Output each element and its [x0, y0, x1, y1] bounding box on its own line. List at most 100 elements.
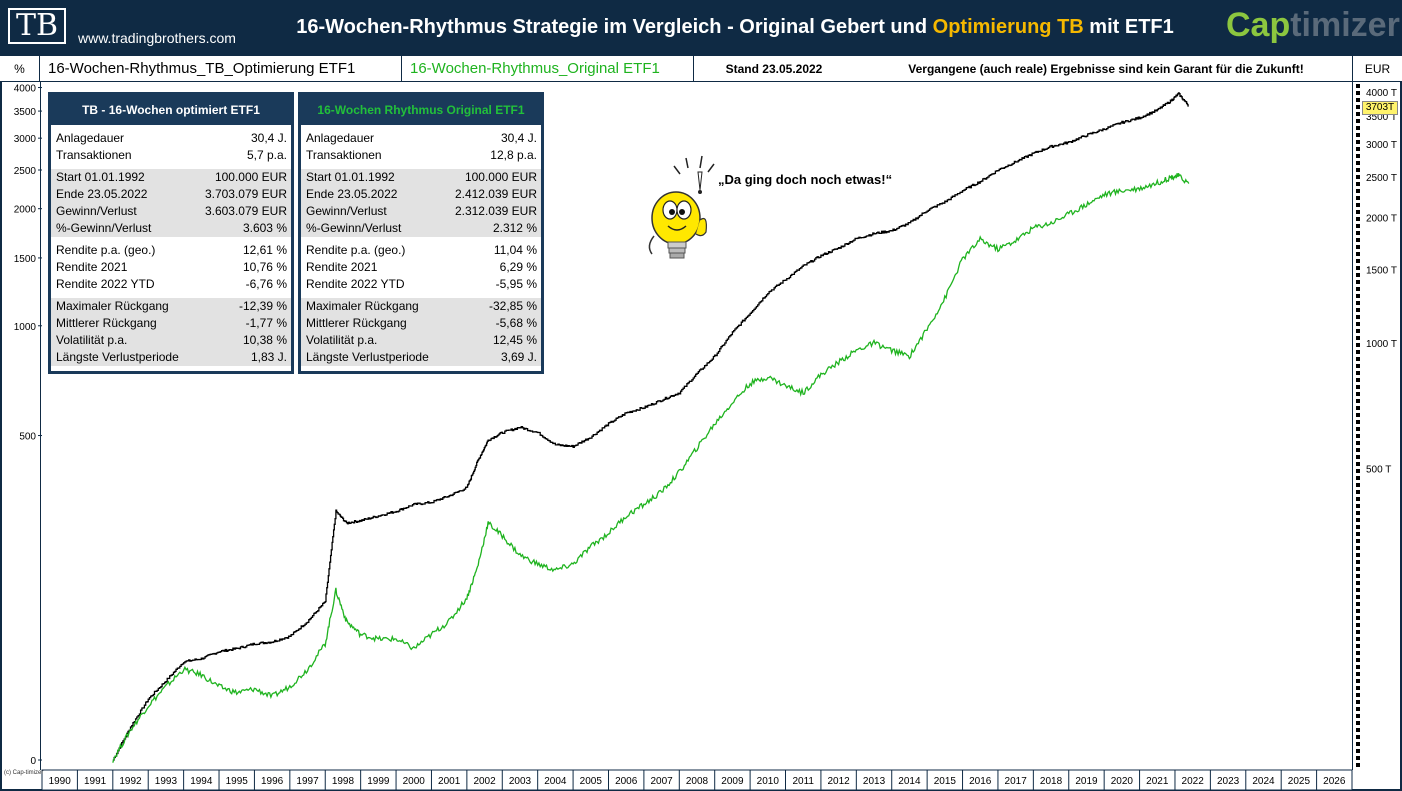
- stat-value: -6,76 %: [245, 277, 287, 291]
- x-axis-tick-label: 2019: [1075, 776, 1098, 787]
- stat-value: 1,83 J.: [250, 350, 287, 364]
- stat-row: Transaktionen 5,7 p.a.: [51, 147, 291, 164]
- x-axis-tick-label: 2013: [863, 776, 886, 787]
- stat-row: Maximaler Rückgang -32,85 %: [301, 298, 541, 315]
- stat-label: Ende 23.05.2022: [56, 187, 148, 201]
- stat-row: Maximaler Rückgang -12,39 %: [51, 298, 291, 315]
- stat-value: 5,7 p.a.: [246, 148, 287, 162]
- left-axis-tick-label: 500: [19, 432, 36, 443]
- x-axis-tick-label: 2023: [1217, 776, 1240, 787]
- stats-panel-original-rows: Anlagedauer 30,4 J. Transaktionen 12,8 p.a.…: [301, 130, 541, 366]
- x-axis-tick-label: 1997: [296, 776, 319, 787]
- title-highlight: Optimierung TB: [932, 16, 1084, 38]
- stat-row: Rendite 2022 YTD -5,95 %: [301, 276, 541, 293]
- stat-row: Mittlerer Rückgang -5,68 %: [301, 315, 541, 332]
- stat-row: Start 01.01.1992 100.000 EUR: [301, 169, 541, 186]
- x-axis-tick-label: 2022: [1182, 776, 1205, 787]
- title-part2: mit ETF1: [1083, 16, 1174, 38]
- stats-panel-tb-rows: Anlagedauer 30,4 J. Transaktionen 5,7 p.a. S…: [51, 130, 291, 366]
- x-axis-tick-label: 2000: [403, 776, 426, 787]
- x-axis-tick-label: 2001: [438, 776, 461, 787]
- x-axis-tick-label: 1992: [119, 776, 142, 787]
- left-axis-tick-label: 1000: [14, 322, 37, 333]
- stats-panel-tb-title: TB - 16-Wochen optimiert ETF1: [51, 95, 291, 125]
- stat-label: Rendite 2021: [56, 260, 128, 274]
- stat-row: Volatilität p.a. 10,38 %: [51, 332, 291, 349]
- x-axis-tick-label: 2008: [686, 776, 709, 787]
- stat-label: Gewinn/Verlust: [56, 204, 137, 218]
- stat-value: 100.000 EUR: [464, 170, 537, 184]
- stat-label: Mittlerer Rückgang: [56, 316, 157, 330]
- stat-value: -5,68 %: [495, 316, 537, 330]
- stat-label: Anlagedauer: [56, 131, 125, 145]
- right-axis-tick-label: 2000 T: [1366, 214, 1397, 225]
- stat-row: Rendite p.a. (geo.) 12,61 %: [51, 242, 291, 259]
- stat-row: Start 01.01.1992 100.000 EUR: [51, 169, 291, 186]
- stats-panel-original-title: 16-Wochen Rhythmus Original ETF1: [301, 95, 541, 125]
- x-axis-tick-label: 2011: [792, 776, 814, 787]
- stat-row: Volatilität p.a. 12,45 %: [301, 332, 541, 349]
- site-url[interactable]: www.tradingbrothers.com: [78, 30, 236, 46]
- x-axis-tick-label: 1996: [261, 776, 284, 787]
- stat-label: Längste Verlustperiode: [56, 350, 179, 364]
- left-axis-tick-label: 0: [30, 756, 36, 767]
- stat-value: 10,76 %: [242, 260, 287, 274]
- x-axis-tick-label: 1994: [190, 776, 213, 787]
- right-axis-tick-label: 1000 T: [1366, 339, 1397, 350]
- x-axis-tick-label: 2016: [969, 776, 992, 787]
- stat-label: Maximaler Rückgang: [56, 299, 169, 313]
- stat-row: Rendite p.a. (geo.) 11,04 %: [301, 242, 541, 259]
- x-axis-tick-label: 2024: [1252, 776, 1275, 787]
- right-axis-tick-label: 3500 T: [1366, 112, 1397, 123]
- disclaimer: Vergangene (auch reale) Ergebnisse sind …: [908, 62, 1304, 76]
- chart-plot: 0 500 1000 1500 2000 2500 3000 3500 4000 500 T 100…: [14, 84, 1397, 791]
- stat-row: Anlagedauer 30,4 J.: [301, 130, 541, 147]
- stat-row: Mittlerer Rückgang -1,77 %: [51, 315, 291, 332]
- stat-label: Start 01.01.1992: [306, 170, 395, 184]
- left-axis-tick-label: 2000: [14, 205, 37, 216]
- x-axis-tick-label: 2007: [650, 776, 673, 787]
- right-axis-unit: EUR: [1352, 56, 1402, 82]
- left-axis-tick-label: 4000: [14, 84, 37, 95]
- legend-entry-original[interactable]: 16-Wochen-Rhythmus_Original ETF1: [402, 56, 694, 82]
- right-axis-tick-label: 500 T: [1366, 465, 1391, 476]
- stat-label: Rendite 2021: [306, 260, 378, 274]
- x-axis-tick-label: 2021: [1146, 776, 1169, 787]
- stat-label: Start 01.01.1992: [56, 170, 145, 184]
- stat-value: 12,61 %: [242, 243, 287, 257]
- stat-value: 3.703.079 EUR: [204, 187, 287, 201]
- stat-value: 30,4 J.: [500, 131, 537, 145]
- x-axis-tick-label: 2005: [580, 776, 603, 787]
- stat-label: Anlagedauer: [306, 131, 375, 145]
- tb-logo: TB: [8, 8, 66, 44]
- stat-label: Rendite p.a. (geo.): [56, 243, 156, 257]
- right-axis-tick-label: 2500 T: [1366, 173, 1397, 184]
- stat-label: Mittlerer Rückgang: [306, 316, 407, 330]
- legend-entry-tb[interactable]: 16-Wochen-Rhythmus_TB_Optimierung ETF1: [40, 56, 402, 82]
- stat-label: Rendite 2022 YTD: [56, 277, 155, 291]
- series-line-tb: [112, 92, 1189, 761]
- left-axis-tick-label: 1500: [14, 254, 37, 265]
- title-part1: 16-Wochen-Rhythmus Strategie im Vergleic…: [296, 16, 933, 38]
- chart-title: 16-Wochen-Rhythmus Strategie im Vergleic…: [250, 16, 1220, 39]
- right-axis-line: [1352, 82, 1353, 770]
- stat-label: Rendite p.a. (geo.): [306, 243, 406, 257]
- stat-row: Ende 23.05.2022 2.412.039 EUR: [301, 186, 541, 203]
- x-axis-tick-label: 2002: [473, 776, 496, 787]
- x-axis-tick-label: 2026: [1323, 776, 1346, 787]
- stat-label: Volatilität p.a.: [306, 333, 378, 347]
- stat-label: Rendite 2022 YTD: [306, 277, 405, 291]
- x-axis-tick-label: 2009: [721, 776, 744, 787]
- x-axis-tick-label: 2004: [544, 776, 567, 787]
- x-axis-tick-label: 1993: [155, 776, 178, 787]
- stat-row: %-Gewinn/Verlust 3.603 %: [51, 220, 291, 237]
- x-axis-tick-label: 2006: [615, 776, 638, 787]
- annotation-quote: „Da ging doch noch etwas!“: [718, 172, 893, 187]
- stand-date: Stand 23.05.2022: [725, 62, 823, 76]
- stat-label: Ende 23.05.2022: [306, 187, 398, 201]
- right-axis-tick-label: 4000 T: [1366, 88, 1397, 99]
- stat-row: Längste Verlustperiode 3,69 J.: [301, 349, 541, 366]
- stat-value: 3.603 %: [242, 221, 287, 235]
- x-axis-tick-label: 1998: [332, 776, 355, 787]
- brand-part-b: timizer: [1290, 6, 1400, 44]
